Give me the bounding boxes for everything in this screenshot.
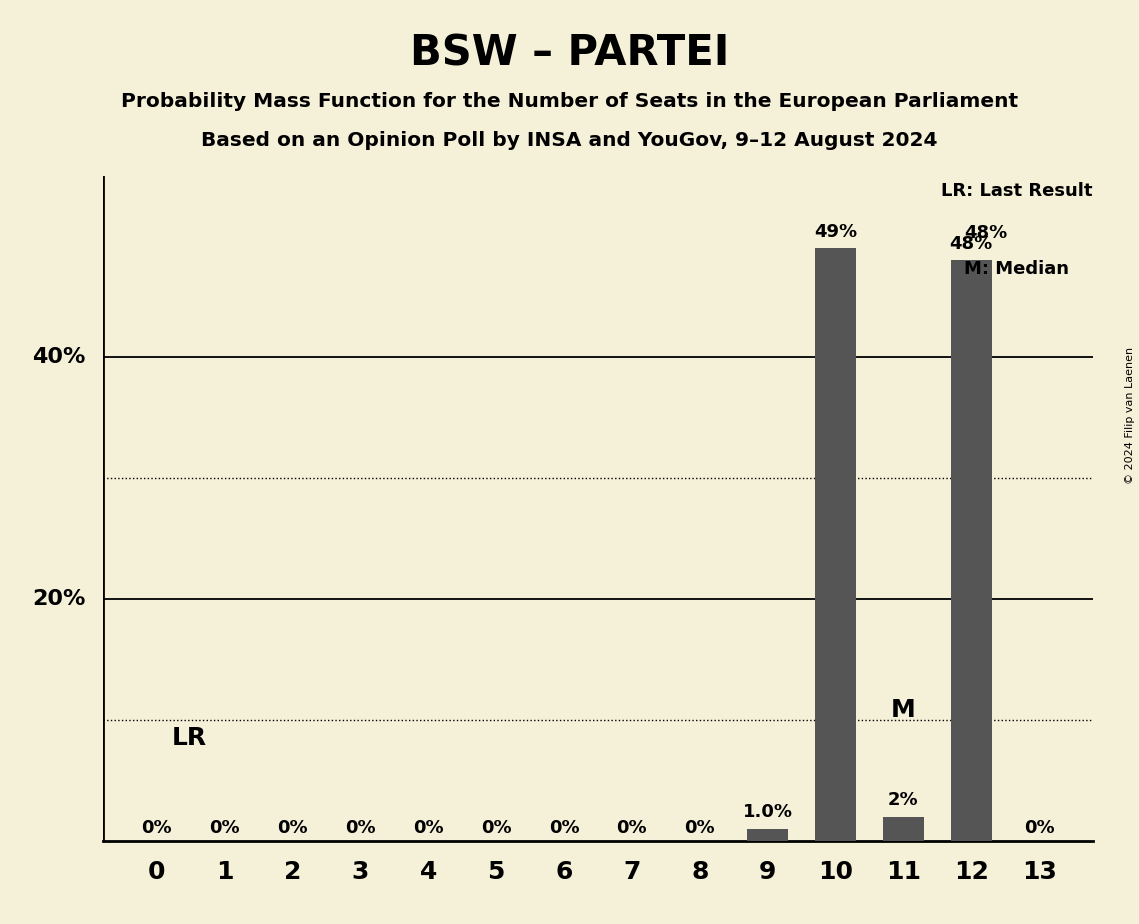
Bar [883, 817, 924, 841]
Text: LR: Last Result: LR: Last Result [941, 182, 1092, 200]
Text: 40%: 40% [32, 347, 85, 367]
Bar [747, 829, 788, 841]
Text: 0%: 0% [1024, 820, 1055, 837]
Bar [951, 261, 992, 841]
Text: 0%: 0% [210, 820, 240, 837]
Text: 48%: 48% [950, 235, 993, 253]
Text: LR: LR [172, 726, 207, 750]
Text: 0%: 0% [277, 820, 308, 837]
Text: 49%: 49% [814, 223, 857, 241]
Text: 48%: 48% [965, 224, 1008, 242]
Text: 1.0%: 1.0% [743, 804, 793, 821]
Text: 0%: 0% [616, 820, 647, 837]
Text: © 2024 Filip van Laenen: © 2024 Filip van Laenen [1125, 347, 1134, 484]
Text: Based on an Opinion Poll by INSA and YouGov, 9–12 August 2024: Based on an Opinion Poll by INSA and You… [202, 131, 937, 151]
Text: BSW – PARTEI: BSW – PARTEI [410, 32, 729, 74]
Text: 0%: 0% [481, 820, 511, 837]
Text: M: Median: M: Median [965, 261, 1070, 278]
Text: 2%: 2% [888, 791, 919, 809]
Bar [816, 249, 855, 841]
Text: 20%: 20% [32, 589, 85, 609]
Text: 0%: 0% [345, 820, 376, 837]
Text: 0%: 0% [413, 820, 443, 837]
Text: 0%: 0% [685, 820, 715, 837]
Text: M: M [891, 699, 916, 723]
Text: Probability Mass Function for the Number of Seats in the European Parliament: Probability Mass Function for the Number… [121, 92, 1018, 112]
Text: 0%: 0% [549, 820, 580, 837]
Text: 0%: 0% [141, 820, 172, 837]
